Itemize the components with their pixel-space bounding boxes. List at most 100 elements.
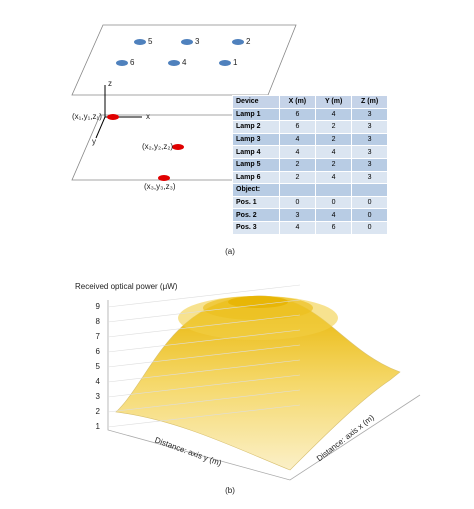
table-cell: Device [232,95,280,109]
table-cell [278,183,317,197]
z-tick-label: 5 [96,362,101,371]
table-cell: Pos. 1 [232,195,280,210]
object-position [158,175,170,181]
z-tick-label: 8 [96,317,101,326]
object-position [172,144,184,150]
table-cell: 6 [315,220,353,235]
lamp-label: 1 [233,58,238,67]
object-position [107,114,119,120]
lamp [181,39,193,45]
lamp [168,60,180,66]
table-cell: Lamp 5 [232,157,280,172]
grid-line [107,389,301,413]
axis-label: y [92,137,96,146]
table-cell: 0 [278,195,317,210]
table-cell: 4 [278,220,317,235]
lamp [219,60,231,66]
table-cell: 4 [278,132,317,147]
grid-line [107,374,301,398]
caption-b: (b) [225,486,235,495]
lamp-label: 3 [195,37,200,46]
table-cell: 2 [315,132,353,147]
table-cell: Pos. 3 [232,220,280,235]
table-cell: Lamp 3 [232,132,280,147]
table-row: Device X (m) Y (m) Z (m) [232,95,388,109]
position-label: (x₂,y₂,z₂) [142,142,173,151]
table-cell: 3 [351,107,388,122]
z-tick-label: 6 [96,347,101,356]
table-cell: 4 [315,208,353,222]
z-tick-label: 7 [96,332,101,341]
table-cell [351,183,388,197]
lamp [134,39,146,45]
surface-band [228,296,288,308]
table-cell: 2 [315,120,353,134]
table-cell: 2 [315,157,353,172]
position-label: (x₁,y₁,z₁) [72,112,102,121]
table-cell: Lamp 1 [232,107,280,122]
table-cell: 4 [315,145,353,159]
table-row: Object: [232,183,388,197]
z-tick-label: 2 [96,407,101,416]
table-cell: 0 [315,195,353,210]
grid-line [107,359,301,383]
table-cell: Pos. 2 [232,208,280,222]
z-tick-label: 1 [96,422,101,431]
grid-line [107,314,301,338]
position-label: (x₃,y₃,z₃) [144,182,176,191]
table-cell: 3 [351,145,388,159]
table-cell: 6 [278,120,317,134]
chart-box [107,300,421,481]
grid-line [107,299,301,323]
lamp-label: 4 [182,58,187,67]
lamp-label: 5 [148,37,153,46]
table-cell: Lamp 6 [232,170,280,185]
z-axis-title: Received optical power (μW) [75,282,178,291]
table-cell [315,183,353,197]
grid-line [107,329,301,353]
table-cell: 6 [278,107,317,122]
lamp-plane [71,24,297,96]
lamp-label: 2 [246,37,251,46]
lamp [116,60,128,66]
table-cell: Object: [232,183,280,197]
table-cell: 3 [278,208,317,222]
table-cell: 4 [278,145,317,159]
grid-line [107,404,301,428]
table-cell: 3 [351,157,388,172]
table-cell: Lamp 2 [232,120,280,134]
y-axis [95,116,106,139]
z-tick-label: 9 [96,302,101,311]
table-cell: 3 [351,132,388,147]
axis-label: z [108,79,112,88]
axis-label: x [146,112,150,121]
table-cell: 4 [315,170,353,185]
caption-a: (a) [225,247,235,256]
table-cell: 3 [351,170,388,185]
table-cell: 2 [278,170,317,185]
table-cell: 2 [278,157,317,172]
table-cell: 0 [351,208,388,222]
lamp [232,39,244,45]
table-cell: Lamp 4 [232,145,280,159]
table-cell: X (m) [278,95,317,109]
grid-line [107,284,301,308]
table-cell: Z (m) [351,95,388,109]
table-cell: 0 [351,195,388,210]
y-axis-title: Distance: axis y (m) [154,435,223,468]
z-tick-label: 3 [96,392,101,401]
table-cell: 4 [315,107,353,122]
table-cell: Y (m) [315,95,353,109]
